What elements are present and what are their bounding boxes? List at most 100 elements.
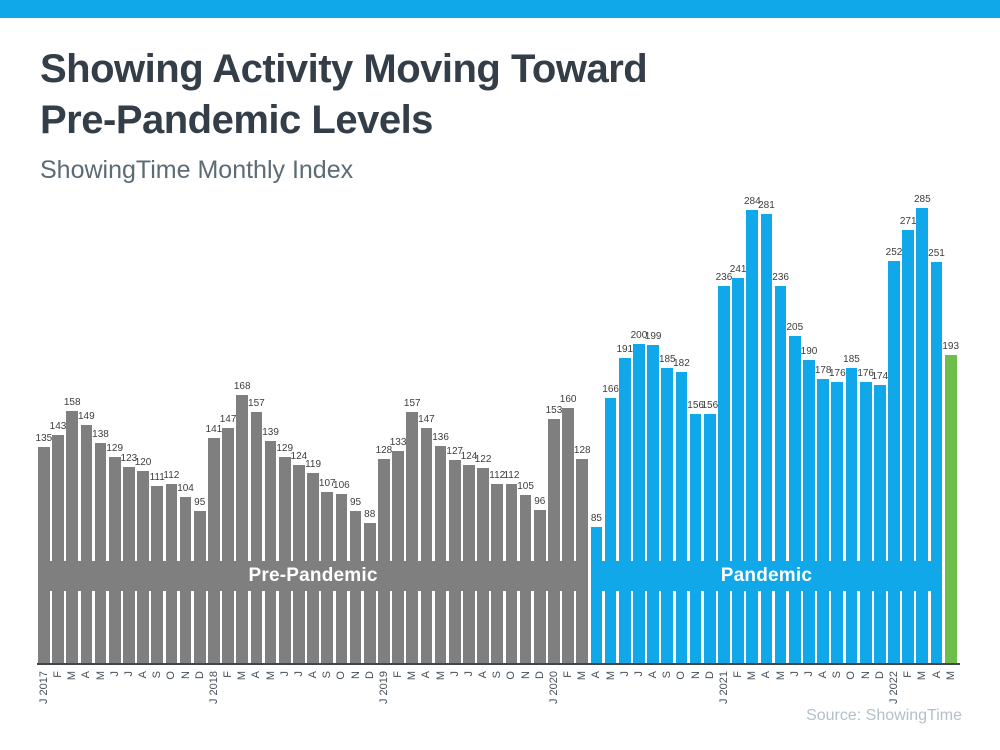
x-tick-label: D [193,671,206,679]
bar-value-label: 96 [534,495,546,507]
x-tick-label: F [222,671,235,678]
x-tick-label: J [108,671,121,677]
bar-value-label: 104 [177,482,194,494]
bar [633,343,645,663]
bar-value-label: 205 [786,321,804,333]
bar-value-label: 193 [942,340,960,352]
x-tick-label: M [94,671,107,681]
bar-value-label: 138 [92,428,109,440]
source-caption: Source: ShowingTime [806,707,962,724]
bar-value-label: 176 [828,368,846,380]
x-tick-label: A [760,671,773,679]
bar [420,428,433,663]
x-tick-label: A [817,671,830,679]
x-tick-label: M [576,671,589,681]
bar [392,450,404,663]
x-tick-label: F [732,671,745,678]
bar-value-label: 236 [715,272,733,284]
bar-value-label: 285 [913,194,931,205]
bar-value-label: 85 [590,513,602,525]
bar [66,410,79,663]
x-tick-label: M [944,671,957,681]
x-tick-label: J [278,671,291,677]
x-tick-label: J [788,671,801,677]
x-tick-label: M [66,671,79,681]
page-title-line2: Pre-Pandemic Levels [40,98,433,142]
bar [788,335,801,663]
x-tick-label: J [632,671,645,677]
bar [944,354,957,663]
x-tick-label: F [392,671,405,678]
x-tick-label: J [448,671,461,677]
bar [647,345,659,663]
x-tick-label: M [236,671,249,681]
bar-value-label: 158 [63,396,81,408]
bar-value-label: 122 [474,454,492,466]
bar-value-label: 95 [194,497,206,509]
bar-value-label: 124 [290,451,308,463]
bar-value-label: 105 [517,481,534,493]
bar-value-label: 111 [149,471,165,483]
bar [52,434,64,663]
bar [859,382,872,663]
bar-value-label: 143 [49,420,67,432]
bar-value-label: 106 [333,479,350,491]
bar-value-label: 176 [857,368,874,380]
bar [689,413,702,663]
bar [732,278,744,663]
x-tick-label: S [491,671,504,679]
bar [902,230,914,663]
bar-value-label: 178 [814,364,832,376]
bar-value-label: 251 [928,248,945,260]
bar-value-label: 284 [743,195,761,207]
bar-value-label: 153 [545,404,563,416]
bar-value-label: 199 [644,331,662,343]
x-tick-label: D [363,671,376,679]
bar [406,412,419,663]
bar [803,359,815,663]
bar-value-label: 147 [219,414,237,426]
bar-value-label: 136 [432,431,449,443]
bar-value-label: 149 [78,411,95,423]
accent-bar [0,0,1000,18]
bar [831,382,844,663]
x-tick-label: J 2022 [888,671,900,705]
x-tick-label: J [802,671,815,677]
bar-value-label: 133 [389,436,407,448]
x-tick-label: A [420,671,433,679]
page-title: Showing Activity Moving Toward Pre-Pande… [40,44,648,146]
bar [774,286,787,663]
bar [916,208,929,663]
x-tick-label: A [137,671,150,679]
bar-value-label: 88 [364,508,376,520]
bar-value-label: 168 [233,380,251,392]
bar [278,457,291,663]
bar [363,522,376,663]
bar [250,412,263,663]
x-tick-label: S [151,671,164,679]
x-tick-label: A [307,671,320,679]
pre-pandemic-band: Pre-Pandemic [38,561,589,591]
bar [222,428,234,663]
x-tick-label: J 2018 [207,671,220,705]
bar [746,209,759,663]
bar [378,458,390,663]
bar [94,442,107,663]
x-tick-label: M [746,671,759,681]
bar-value-label: 236 [772,272,789,284]
x-tick-label: M [264,671,277,681]
bar-value-label: 120 [134,457,152,469]
bar-value-label: 241 [729,264,747,276]
bar [930,262,943,663]
bar [208,437,220,663]
bar [675,372,688,663]
bar-value-label: 129 [276,443,294,455]
x-tick-label: J 2019 [377,671,390,705]
bar-value-label: 190 [800,345,818,357]
bar-value-label: 95 [350,497,362,509]
bar-value-label: 281 [758,200,775,212]
bar-value-label: 200 [630,329,648,341]
x-tick-label: A [647,671,660,679]
bar [718,286,730,663]
bar-value-label: 156 [701,399,719,411]
